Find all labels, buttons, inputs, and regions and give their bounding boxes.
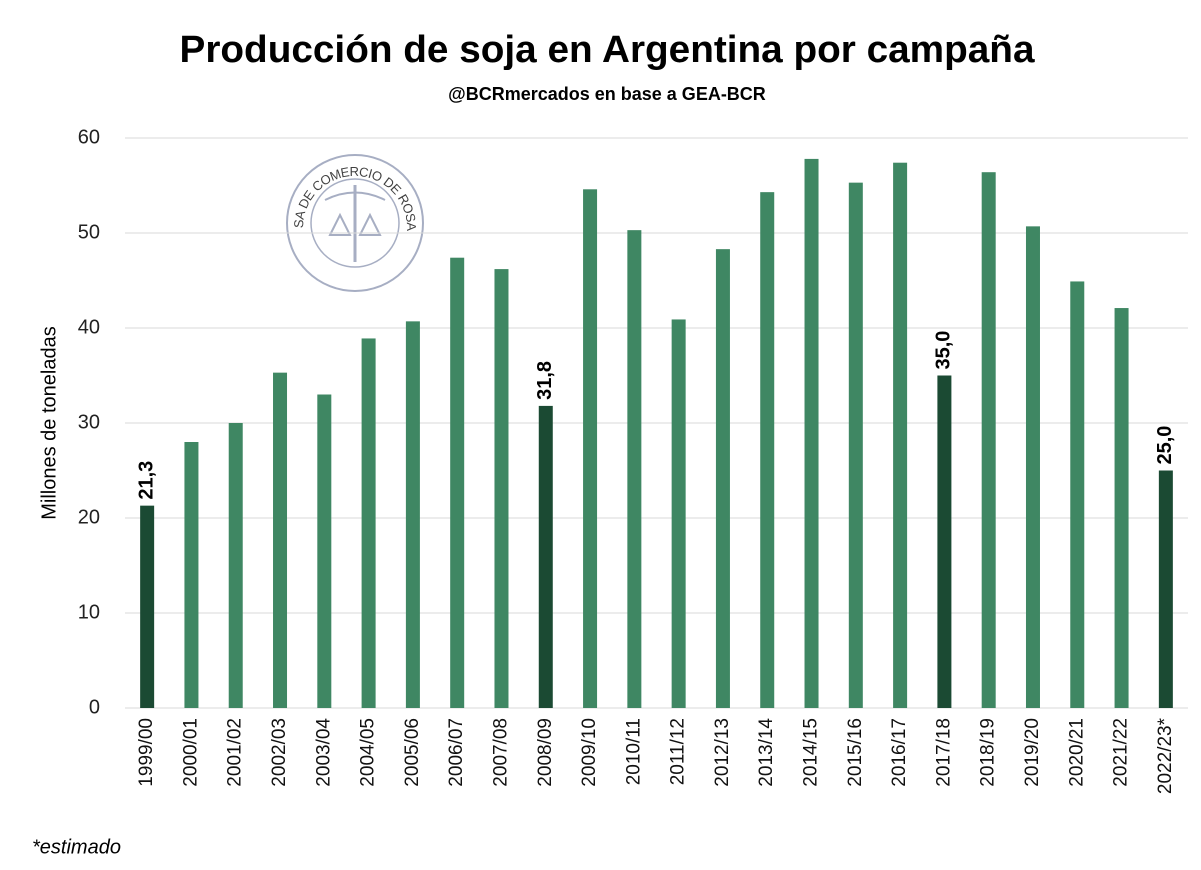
x-tick-label: 2012/13: [712, 718, 733, 787]
bar: [760, 192, 775, 708]
data-label: 31,8: [534, 361, 556, 400]
chart-subtitle: @BCRmercados en base a GEA-BCR: [448, 84, 766, 104]
logo-emblem: [324, 191, 386, 236]
bar: [538, 405, 553, 708]
x-tick-label: 2017/18: [933, 718, 954, 787]
y-tick-label: 0: [89, 696, 100, 718]
data-label: 25,0: [1154, 426, 1176, 465]
bar: [184, 442, 199, 708]
y-tick-label: 40: [78, 316, 100, 338]
bar: [228, 423, 243, 708]
x-tick-label: 2003/04: [313, 718, 334, 787]
x-tick-label: 2011/12: [668, 718, 689, 785]
bar: [1114, 308, 1129, 708]
bar: [583, 189, 598, 709]
bar: [981, 172, 996, 708]
logo-inner-ring: [310, 178, 400, 268]
x-tick-label: 2001/02: [225, 718, 246, 787]
bar: [405, 321, 420, 708]
x-tick-label: 2009/10: [579, 718, 600, 787]
y-tick-label: 50: [78, 221, 100, 243]
bar: [627, 230, 642, 708]
y-tick-label: 20: [78, 506, 100, 528]
bar: [804, 158, 819, 708]
bar: [848, 182, 863, 708]
x-tick-label: 2007/08: [490, 718, 511, 787]
data-label: 21,3: [135, 461, 157, 500]
x-tick-label: 2013/14: [756, 718, 777, 787]
x-tick-label: 2010/11: [623, 718, 644, 785]
y-tick-label: 30: [78, 411, 100, 433]
x-tick-label: 1999/00: [136, 718, 157, 787]
bar: [1158, 470, 1173, 708]
bar: [140, 505, 155, 708]
chart-title: Producción de soja en Argentina por camp…: [180, 29, 1036, 71]
footnote: *estimado: [32, 836, 121, 858]
x-tick-label: 2002/03: [269, 718, 290, 787]
bar: [893, 162, 908, 708]
x-tick-label: 2014/15: [801, 718, 822, 787]
y-tick-label: 10: [78, 601, 100, 623]
bar: [671, 319, 686, 708]
bar: [450, 257, 465, 708]
x-tick-label: 2008/09: [535, 718, 556, 787]
bar: [1025, 226, 1040, 708]
x-tick-label: 2000/01: [180, 718, 201, 787]
bar: [361, 338, 376, 708]
x-tick-label: 2006/07: [446, 718, 467, 787]
x-tick-label: 2004/05: [358, 718, 379, 787]
logo-ring: [286, 154, 424, 292]
x-tick-label: 2005/06: [402, 718, 423, 787]
y-tick-label: 60: [78, 126, 100, 148]
y-axis-label: Millones de toneladas: [38, 326, 60, 519]
bar: [715, 249, 730, 708]
bar: [273, 372, 288, 708]
bar: [494, 269, 509, 708]
x-tick-label: 2018/19: [978, 718, 999, 787]
x-tick-label: 2016/17: [889, 718, 910, 787]
data-label: 35,0: [933, 331, 955, 370]
x-tick-label: 2015/16: [845, 718, 866, 787]
bar: [937, 375, 952, 708]
x-tick-label: 2022/23*: [1155, 717, 1176, 794]
x-tick-label: 2020/21: [1066, 718, 1087, 787]
bar: [317, 394, 332, 708]
x-tick-label: 2021/22: [1111, 718, 1132, 787]
bar: [1070, 281, 1085, 708]
x-tick-label: 2019/20: [1022, 718, 1043, 787]
